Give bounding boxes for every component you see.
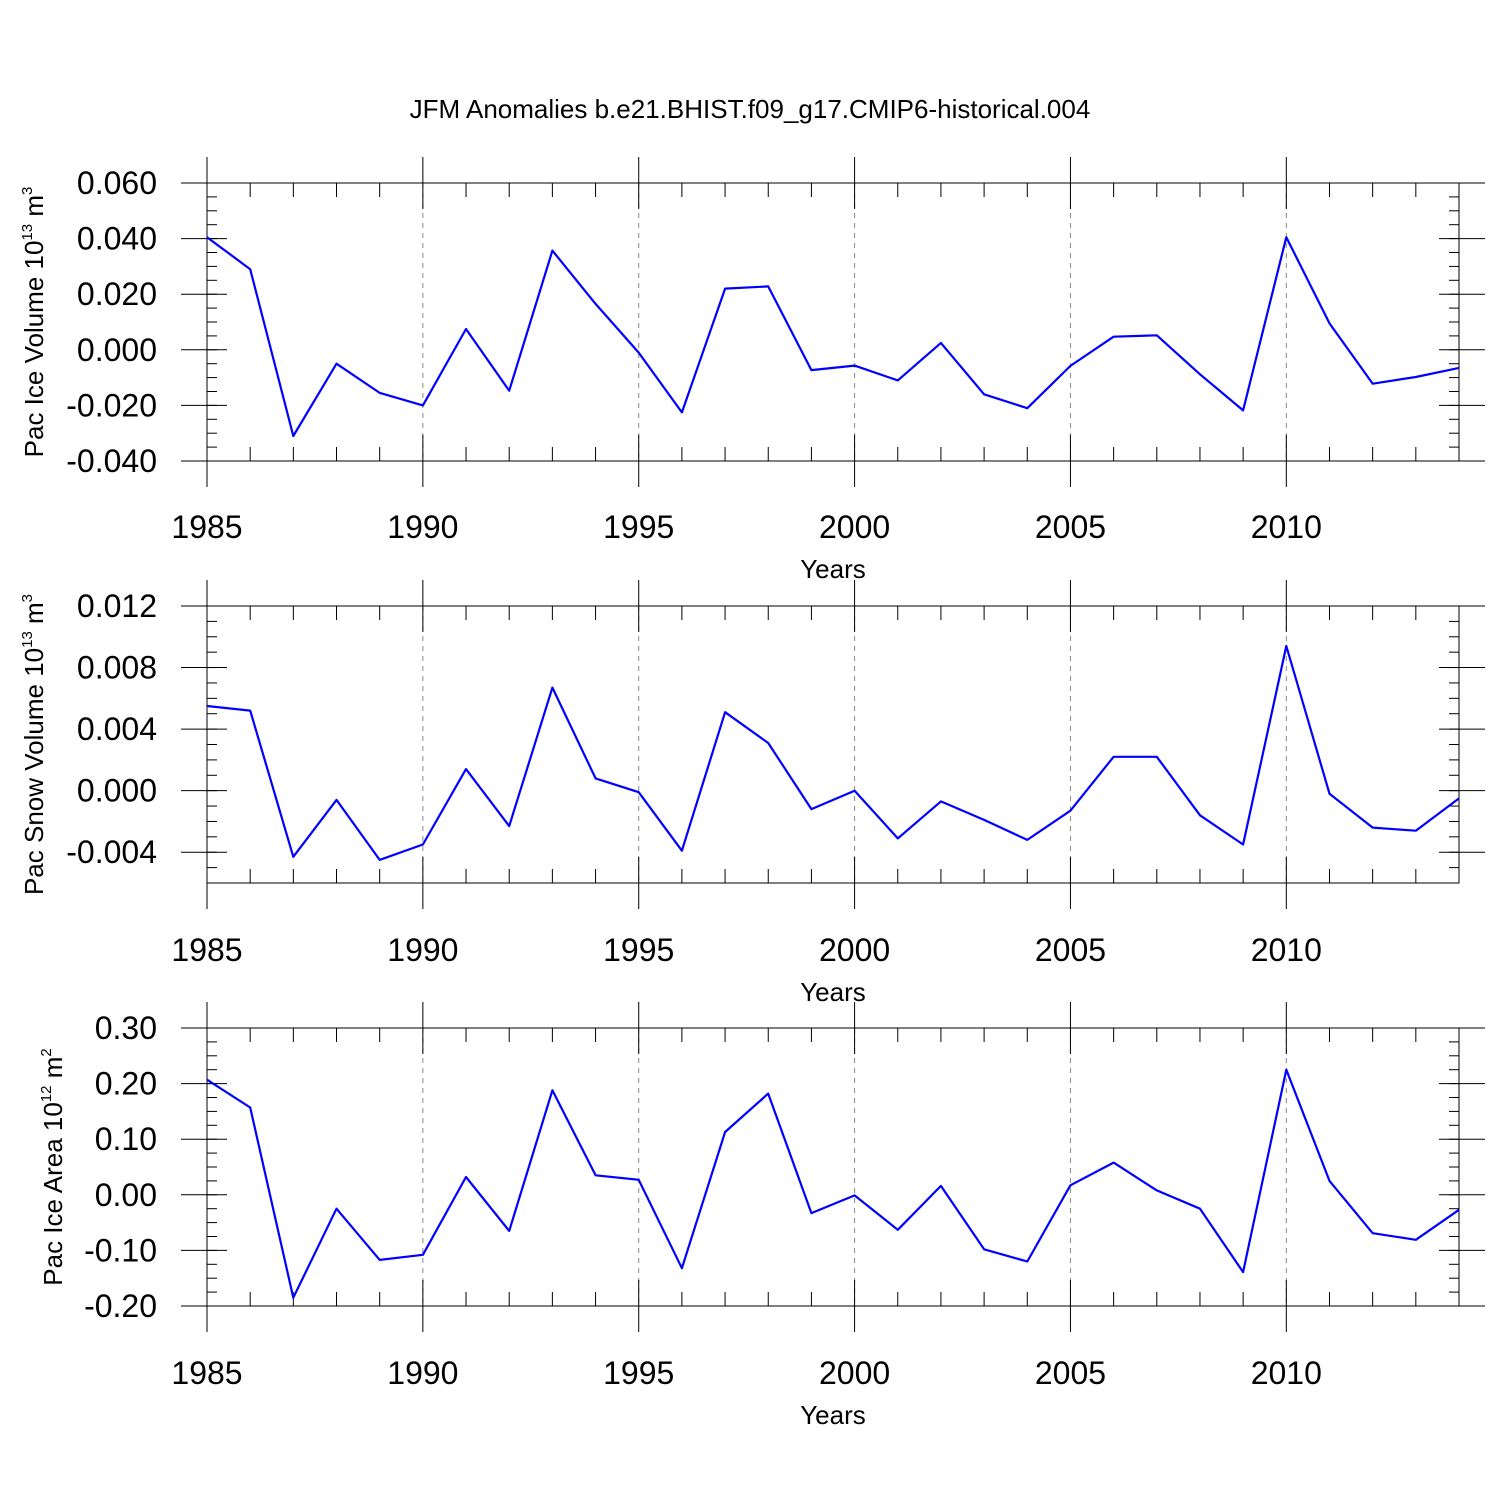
- y-tick-label: 0.008: [77, 650, 157, 686]
- x-tick-label: 2010: [1251, 1355, 1322, 1391]
- y-tick-label: 0.020: [77, 276, 157, 312]
- y-tick-label: 0.00: [95, 1177, 157, 1213]
- x-tick-label: 2000: [819, 1355, 890, 1391]
- y-axis-title-exponent: 13: [19, 631, 36, 648]
- y-tick-label: 0.012: [77, 588, 157, 624]
- x-tick-label: 1985: [171, 932, 242, 968]
- x-tick-label: 1995: [603, 932, 674, 968]
- x-tick-label: 1990: [387, 1355, 458, 1391]
- y-axis-title-base: Pac Snow Volume 10: [19, 648, 49, 895]
- y-axis-title-unit: m: [19, 602, 49, 631]
- x-tick-label: 2005: [1035, 1355, 1106, 1391]
- x-axis-title: Years: [800, 977, 866, 1007]
- y-axis-title: Pac Ice Volume 1013 m3: [19, 187, 49, 458]
- figure-title: JFM Anomalies b.e21.BHIST.f09_g17.CMIP6-…: [410, 94, 1091, 124]
- y-tick-label: -0.20: [84, 1288, 157, 1324]
- y-tick-label: 0.060: [77, 165, 157, 201]
- y-tick-label: -0.10: [84, 1232, 157, 1268]
- plot-frame: [206, 605, 1460, 884]
- y-axis-title-exponent: 13: [19, 224, 36, 241]
- series-line: [206, 1068, 1460, 1299]
- y-axis-title-unit-exponent: 3: [19, 187, 36, 195]
- y-axis-title-unit: m: [38, 1057, 68, 1086]
- y-tick-label: 0.040: [77, 221, 157, 257]
- y-axis-title-base: Pac Ice Volume 10: [19, 241, 49, 458]
- plot-frame: [206, 182, 1460, 462]
- y-axis-title-base: Pac Ice Area 10: [38, 1102, 68, 1286]
- y-tick-label: 0.004: [77, 711, 157, 747]
- y-tick-label: 0.20: [95, 1066, 157, 1102]
- y-axis-title-unit-exponent: 3: [19, 594, 36, 602]
- y-tick-label: 0.10: [95, 1121, 157, 1157]
- y-axis-title-unit: m: [19, 195, 49, 224]
- y-tick-label: -0.020: [66, 387, 157, 423]
- panel-3: -0.20 -0.10 0.00 0.10 0.20 0.30 1985 1990 1995 20…: [38, 1002, 1485, 1430]
- x-tick-label: 2010: [1251, 509, 1322, 545]
- x-axis-title: Years: [800, 554, 866, 584]
- y-axis-title: Pac Ice Area 1012 m2: [38, 1048, 68, 1285]
- y-tick-label: -0.004: [66, 834, 157, 870]
- y-axis-title-exponent: 12: [38, 1085, 55, 1102]
- x-tick-label: 2005: [1035, 932, 1106, 968]
- x-tick-label: 1995: [603, 1355, 674, 1391]
- panel-2: -0.004 0.000 0.004 0.008 0.012 1985 1990 1995 20…: [19, 580, 1485, 1007]
- panels: -0.040 -0.020 0.000 0.020 0.040 0.060 1985 1990…: [19, 157, 1485, 1430]
- x-tick-label: 1985: [171, 509, 242, 545]
- x-tick-label: 2000: [819, 509, 890, 545]
- y-axis-title: Pac Snow Volume 1013 m3: [19, 594, 49, 895]
- y-tick-label: -0.040: [66, 443, 157, 479]
- x-axis-title: Years: [800, 1400, 866, 1430]
- series-line: [206, 644, 1460, 862]
- x-tick-label: 2000: [819, 932, 890, 968]
- x-tick-label: 1985: [171, 1355, 242, 1391]
- x-tick-label: 1990: [387, 509, 458, 545]
- plot-frame: [206, 1027, 1460, 1307]
- x-tick-label: 1990: [387, 932, 458, 968]
- y-tick-label: 0.30: [95, 1010, 157, 1046]
- x-tick-label: 2005: [1035, 509, 1106, 545]
- x-tick-label: 1995: [603, 509, 674, 545]
- x-tick-label: 2010: [1251, 932, 1322, 968]
- panel-1: -0.040 -0.020 0.000 0.020 0.040 0.060 1985 1990…: [19, 157, 1485, 584]
- y-tick-label: 0.000: [77, 332, 157, 368]
- y-axis-title-unit-exponent: 2: [38, 1048, 55, 1056]
- y-tick-label: 0.000: [77, 773, 157, 809]
- series-line: [206, 236, 1460, 438]
